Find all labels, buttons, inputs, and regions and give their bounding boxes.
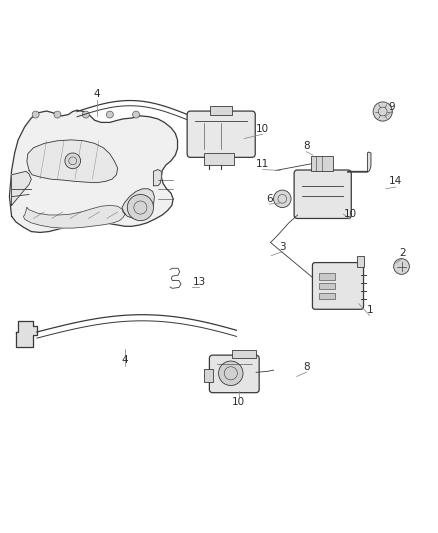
Polygon shape (16, 321, 37, 348)
Text: 10: 10 (343, 209, 357, 219)
Polygon shape (153, 169, 161, 185)
Bar (357, 256, 364, 268)
FancyBboxPatch shape (209, 355, 259, 393)
Text: 4: 4 (122, 356, 128, 365)
Circle shape (133, 111, 140, 118)
Polygon shape (348, 152, 371, 172)
Bar (232, 350, 256, 358)
Bar (204, 152, 234, 165)
Bar (319, 293, 335, 299)
FancyBboxPatch shape (312, 263, 364, 309)
Polygon shape (10, 110, 177, 232)
Bar (210, 106, 232, 115)
Text: 8: 8 (303, 362, 310, 372)
Circle shape (82, 111, 89, 118)
Circle shape (274, 190, 291, 207)
FancyBboxPatch shape (187, 111, 255, 157)
Circle shape (65, 153, 81, 169)
Polygon shape (122, 189, 154, 219)
Circle shape (127, 195, 153, 221)
Text: 14: 14 (389, 176, 403, 187)
Circle shape (32, 111, 39, 118)
Polygon shape (27, 140, 118, 183)
Polygon shape (23, 205, 125, 228)
Circle shape (54, 111, 61, 118)
Text: 10: 10 (232, 397, 245, 407)
Circle shape (106, 111, 113, 118)
Text: 8: 8 (303, 141, 310, 151)
Text: 4: 4 (93, 89, 100, 99)
FancyBboxPatch shape (294, 170, 351, 219)
Text: 11: 11 (256, 159, 269, 169)
Circle shape (394, 259, 410, 274)
Text: 1: 1 (366, 305, 373, 315)
Text: 3: 3 (279, 242, 286, 252)
Text: 6: 6 (266, 194, 272, 204)
Circle shape (373, 102, 392, 121)
Text: 13: 13 (193, 277, 206, 287)
Bar (319, 283, 335, 289)
Circle shape (219, 361, 243, 385)
Bar (311, 156, 332, 171)
Text: 2: 2 (399, 248, 406, 259)
Bar (319, 273, 335, 280)
Text: 10: 10 (256, 124, 269, 134)
Text: 9: 9 (388, 102, 395, 112)
Polygon shape (12, 171, 31, 205)
Bar (204, 369, 213, 382)
